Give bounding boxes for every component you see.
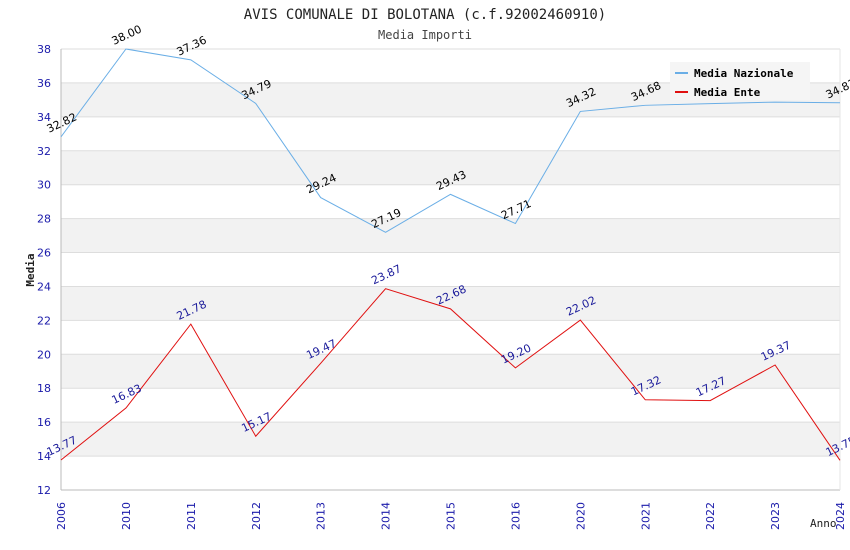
y-tick-label: 32 [37, 145, 51, 158]
grid-bands [61, 82, 840, 457]
y-tick-label: 16 [37, 416, 51, 429]
series-lines [60, 48, 841, 461]
x-tick-labels: 2006 2010 2011 2012 2013 2014 2015 2016 2020 2021… [55, 502, 847, 530]
y-tick-label: 36 [37, 77, 51, 90]
data-label: 23.87 [369, 262, 403, 287]
legend-label: Media Ente [694, 86, 761, 99]
legend: Media Nazionale Media Ente [670, 62, 810, 100]
y-tick-label: 22 [37, 314, 51, 327]
y-tick-label: 26 [37, 247, 51, 260]
x-tick-label: 2010 [120, 502, 133, 530]
x-axis-label: Anno [810, 517, 837, 530]
legend-box [670, 62, 810, 100]
y-tick-label: 20 [37, 348, 51, 361]
grid-band [61, 218, 840, 253]
y-axis-label: Media [24, 253, 37, 286]
grid-band [61, 150, 840, 185]
x-tick-label: 2012 [250, 502, 263, 530]
y-tick-label: 38 [37, 43, 51, 56]
y-tick-label: 18 [37, 382, 51, 395]
y-tick-label: 30 [37, 179, 51, 192]
x-tick-label: 2024 [834, 502, 847, 530]
x-tick-label: 2006 [55, 502, 68, 530]
y-tick-label: 12 [37, 484, 51, 497]
y-tick-label: 34 [37, 111, 51, 124]
x-tick-label: 2016 [509, 502, 522, 530]
x-tick-label: 2022 [704, 502, 717, 530]
x-tick-label: 2011 [185, 502, 198, 530]
x-tick-label: 2013 [315, 502, 328, 530]
legend-label: Media Nazionale [694, 67, 794, 80]
chart-subtitle: Media Importi [378, 28, 472, 42]
grid-band [61, 286, 840, 321]
grid-band [61, 354, 840, 389]
x-tick-label: 2023 [769, 502, 782, 530]
grid-band [61, 422, 840, 457]
axes [60, 49, 841, 491]
x-tick-label: 2014 [380, 502, 393, 530]
x-tick-label: 2015 [445, 502, 458, 530]
x-tick-label: 2020 [574, 502, 587, 530]
data-label: 38.00 [110, 23, 144, 48]
data-label: 37.36 [175, 33, 209, 58]
series-line-media-ente [60, 288, 841, 461]
y-tick-label: 28 [37, 213, 51, 226]
data-label: 34.83 [824, 76, 850, 101]
y-tick-label: 24 [37, 280, 51, 293]
x-tick-label: 2021 [639, 502, 652, 530]
chart-title: AVIS COMUNALE DI BOLOTANA (c.f.920024609… [244, 7, 606, 23]
series-line-media-nazionale [60, 48, 841, 233]
y-tick-labels: 12 14 16 18 20 22 24 26 28 30 32 34 36 38 [37, 43, 51, 497]
y-tick-label: 14 [37, 450, 51, 463]
